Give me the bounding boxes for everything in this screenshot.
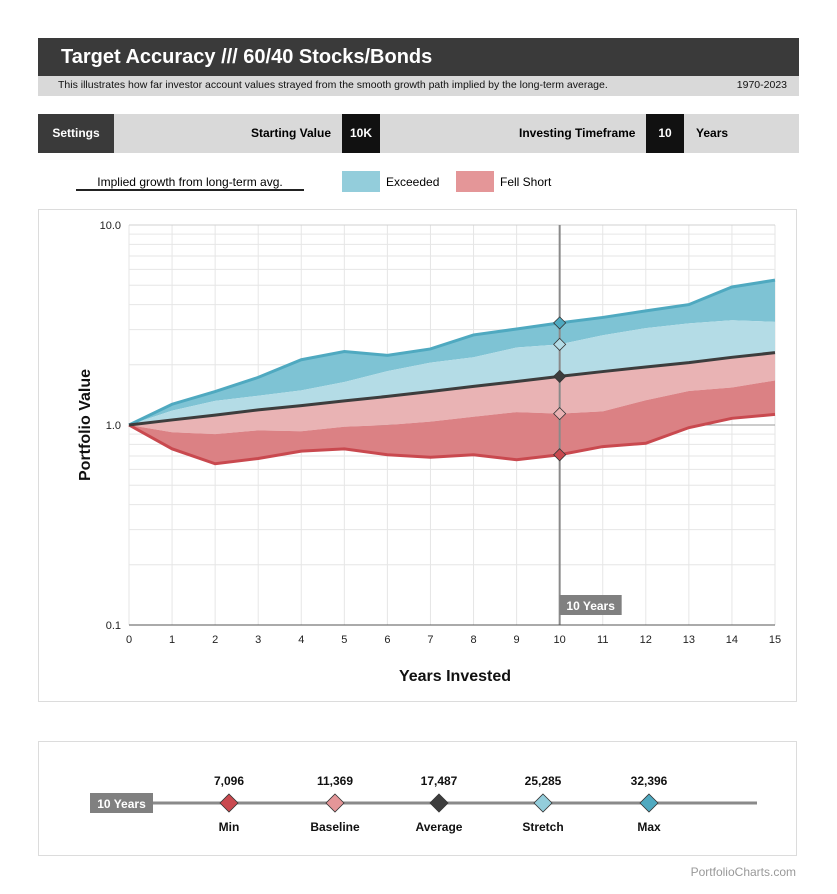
x-tick-label: 8 [470,634,476,646]
summary-value-max: 32,396 [631,774,668,788]
y-axis-title: Portfolio Value [77,369,94,481]
timeframe-unit: Years [696,126,729,140]
legend-fell-short-swatch [456,171,494,192]
summary-value-average: 17,487 [421,774,458,788]
x-tick-label: 2 [212,634,218,646]
timeframe-marker-label: 10 Years [566,599,615,613]
min-line [128,412,776,466]
timeframe-marker-badge [559,595,622,615]
summary-label-stretch: Stretch [522,820,563,834]
summary-label-max: Max [637,820,661,834]
timeframe-label: Investing Timeframe [519,126,636,140]
title-bar: Target Accuracy /// 60/40 Stocks/Bonds [38,38,799,76]
marker-diamond-stretch [553,337,567,351]
x-tick-label: 15 [769,634,781,646]
x-tick-label: 1 [169,634,175,646]
legend-exceeded-swatch [342,171,380,192]
date-range: 1970-2023 [736,79,787,91]
subtitle-bar: This illustrates how far investor accoun… [38,76,799,96]
x-tick-label: 13 [683,634,695,646]
source-credit[interactable]: PortfolioCharts.com [690,865,796,879]
summary-scale: 10 Years 7,096 Min 11,369 Baseline 17,487 Aver… [90,774,757,834]
legend-average-line [76,189,304,191]
summary-label-min: Min [219,820,240,834]
x-tick-label: 12 [640,634,652,646]
y-tick-label: 10.0 [100,220,121,232]
x-tick-label: 9 [514,634,520,646]
max-line [128,278,776,427]
starting-value-input[interactable]: 10K [342,114,380,153]
x-tick-label: 0 [126,634,132,646]
summary-value-baseline: 11,369 [317,774,353,788]
summary-diamond-stretch [533,793,553,813]
x-axis-title: Years Invested [399,668,511,685]
x-tick-label: 7 [427,634,433,646]
marker-diamond-average [553,369,567,383]
x-tick-label: 6 [384,634,390,646]
marker-diamond-baseline [553,407,567,421]
average-line [128,351,776,427]
summary-diamond-baseline [325,793,345,813]
y-tick-label: 1.0 [106,420,121,432]
x-tick-label: 11 [597,634,608,646]
marker-diamond-max [553,316,567,330]
summary-timeframe-label: 10 Years [97,797,146,811]
summary-value-min: 7,096 [214,774,244,788]
y-tick-label: 0.1 [106,620,121,632]
x-tick-label: 14 [726,634,738,646]
chart-legend: Implied growth from long-term avg. Excee… [38,168,799,196]
summary-label-baseline: Baseline [310,820,360,834]
legend-fell-short-label: Fell Short [500,175,552,189]
summary-diamond-average [429,793,449,813]
x-tick-label: 5 [341,634,347,646]
summary-panel: 10 Years 7,096 Min 11,369 Baseline 17,487 Aver… [38,741,797,856]
x-tick-label: 10 [554,634,566,646]
summary-timeframe-badge [90,793,153,813]
summary-label-average: Average [416,820,463,834]
starting-value-label: Starting Value [251,126,332,140]
legend-average-label: Implied growth from long-term avg. [97,175,283,189]
summary-diamond-min [219,793,239,813]
timeframe-input[interactable]: 10 [646,114,684,153]
page-title: Target Accuracy /// 60/40 Stocks/Bonds [61,46,433,68]
summary-diamond-max [639,793,659,813]
settings-button[interactable]: Settings [38,114,114,153]
x-tick-label: 3 [255,634,261,646]
summary-value-stretch: 25,285 [525,774,562,788]
settings-bar: Settings Starting Value 10K Investing Ti… [38,114,799,153]
page-description: This illustrates how far investor accoun… [58,79,608,91]
stretch-band-area [129,320,775,425]
marker-diamond-min [553,448,567,462]
baseline-band-area [129,352,775,435]
x-tick-label: 4 [298,634,304,646]
legend-exceeded-label: Exceeded [386,175,440,189]
chart-panel: 10 Years 0 1 2 3 4 5 6 7 8 9 10 11 12 13 14 15 10.0 1.0 0.1… [38,209,797,702]
min-band-area [129,380,775,464]
